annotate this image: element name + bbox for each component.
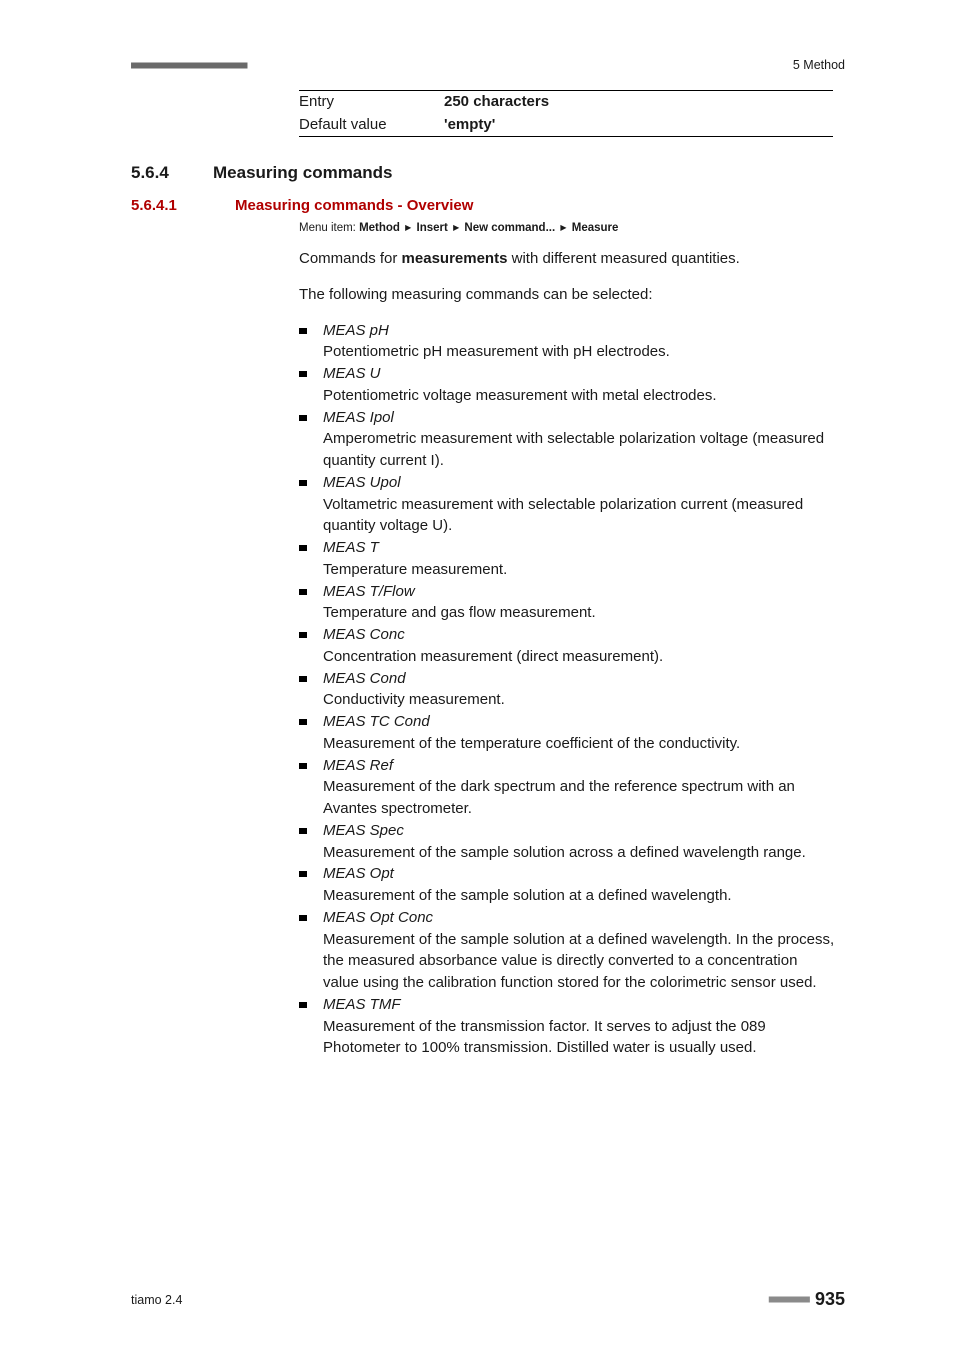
intro-text: Commands for: [299, 250, 402, 267]
menu-path-label: Menu item:: [299, 222, 359, 234]
content-block: Menu item: Method ▶ Insert ▶ New command…: [299, 222, 837, 1059]
command-desc: Potentiometric voltage measurement with …: [323, 387, 717, 404]
menu-path-item: New command...: [464, 222, 555, 234]
command-name: MEAS T/Flow: [323, 583, 415, 600]
command-desc: Conductivity measurement.: [323, 691, 505, 708]
command-desc: Temperature measurement.: [323, 561, 507, 578]
command-desc: Measurement of the dark spectrum and the…: [323, 778, 795, 817]
command-desc: Potentiometric pH measurement with pH el…: [323, 343, 670, 360]
intro-paragraph-2: The following measuring commands can be …: [299, 284, 837, 306]
footer-decor-dots: ■■■■■■■■: [769, 1294, 809, 1305]
def-key: Default value: [299, 114, 444, 137]
list-item: MEAS TC Cond Measurement of the temperatu…: [299, 711, 837, 755]
page-footer: tiamo 2.4 ■■■■■■■■ 935: [131, 1289, 845, 1310]
def-row: Default value 'empty': [299, 114, 833, 137]
command-name: MEAS pH: [323, 322, 389, 339]
command-desc: Measurement of the sample solution at a …: [323, 887, 732, 904]
list-item: MEAS Upol Voltametric measurement with se…: [299, 472, 837, 537]
command-name: MEAS Upol: [323, 474, 401, 491]
command-desc: Voltametric measurement with selectable …: [323, 496, 803, 535]
command-name: MEAS Ipol: [323, 409, 394, 426]
command-name: MEAS U: [323, 365, 381, 382]
command-list: MEAS pH Potentiometric pH measurement wit…: [299, 320, 837, 1060]
list-item: MEAS TMF Measurement of the transmission …: [299, 994, 837, 1059]
list-item: MEAS Conc Concentration measurement (dire…: [299, 624, 837, 668]
subsection-number: 5.6.4.1: [131, 197, 235, 214]
def-value: 'empty': [444, 114, 495, 137]
triangle-icon: ▶: [453, 223, 459, 232]
intro-paragraph: Commands for measurements with different…: [299, 248, 837, 270]
menu-path-item: Insert: [417, 222, 448, 234]
def-row: Entry 250 characters: [299, 91, 833, 114]
definition-table: Entry 250 characters Default value 'empt…: [299, 90, 833, 137]
menu-path: Menu item: Method ▶ Insert ▶ New command…: [299, 222, 837, 234]
list-item: MEAS Ref Measurement of the dark spectrum…: [299, 755, 837, 820]
page-number: 935: [815, 1289, 845, 1310]
command-desc: Measurement of the sample solution acros…: [323, 844, 806, 861]
command-desc: Concentration measurement (direct measur…: [323, 648, 663, 665]
command-name: MEAS Conc: [323, 626, 405, 643]
command-name: MEAS Spec: [323, 822, 404, 839]
command-desc: Measurement of the sample solution at a …: [323, 931, 834, 992]
command-desc: Measurement of the transmission factor. …: [323, 1018, 766, 1057]
command-name: MEAS TMF: [323, 996, 401, 1013]
section-heading: 5.6.4 Measuring commands: [131, 163, 845, 183]
triangle-icon: ▶: [560, 223, 566, 232]
list-item: MEAS Spec Measurement of the sample solut…: [299, 820, 837, 864]
list-item: MEAS Opt Conc Measurement of the sample s…: [299, 907, 837, 994]
list-item: MEAS T/Flow Temperature and gas flow meas…: [299, 581, 837, 625]
command-name: MEAS Opt: [323, 865, 394, 882]
footer-right: ■■■■■■■■ 935: [769, 1289, 845, 1310]
def-key: Entry: [299, 91, 444, 114]
command-name: MEAS Cond: [323, 670, 406, 687]
triangle-icon: ▶: [405, 223, 411, 232]
footer-product: tiamo 2.4: [131, 1293, 182, 1307]
command-desc: Measurement of the temperature coefficie…: [323, 735, 740, 752]
command-name: MEAS TC Cond: [323, 713, 430, 730]
command-name: MEAS T: [323, 539, 379, 556]
list-item: MEAS U Potentiometric voltage measurement…: [299, 363, 837, 407]
header-section-label: 5 Method: [793, 58, 845, 72]
list-item: MEAS T Temperature measurement.: [299, 537, 837, 581]
intro-bold: measurements: [402, 250, 508, 267]
subsection-title: Measuring commands - Overview: [235, 197, 473, 214]
def-value: 250 characters: [444, 91, 549, 114]
list-item: MEAS Cond Conductivity measurement.: [299, 668, 837, 712]
list-item: MEAS pH Potentiometric pH measurement wit…: [299, 320, 837, 364]
list-item: MEAS Opt Measurement of the sample soluti…: [299, 863, 837, 907]
header-decor-dots: ■■■■■■■■■■■■■■■■■■■■■■■: [131, 60, 246, 71]
subsection-heading: 5.6.4.1 Measuring commands - Overview: [131, 197, 845, 214]
intro-text: with different measured quantities.: [507, 250, 739, 267]
page-header: ■■■■■■■■■■■■■■■■■■■■■■■ 5 Method: [131, 58, 845, 72]
command-name: MEAS Opt Conc: [323, 909, 433, 926]
menu-path-item: Method: [359, 222, 400, 234]
section-title: Measuring commands: [213, 163, 393, 183]
command-desc: Amperometric measurement with selectable…: [323, 430, 824, 469]
command-name: MEAS Ref: [323, 757, 393, 774]
section-number: 5.6.4: [131, 163, 213, 183]
menu-path-item: Measure: [572, 222, 619, 234]
command-desc: Temperature and gas flow measurement.: [323, 604, 596, 621]
list-item: MEAS Ipol Amperometric measurement with s…: [299, 407, 837, 472]
